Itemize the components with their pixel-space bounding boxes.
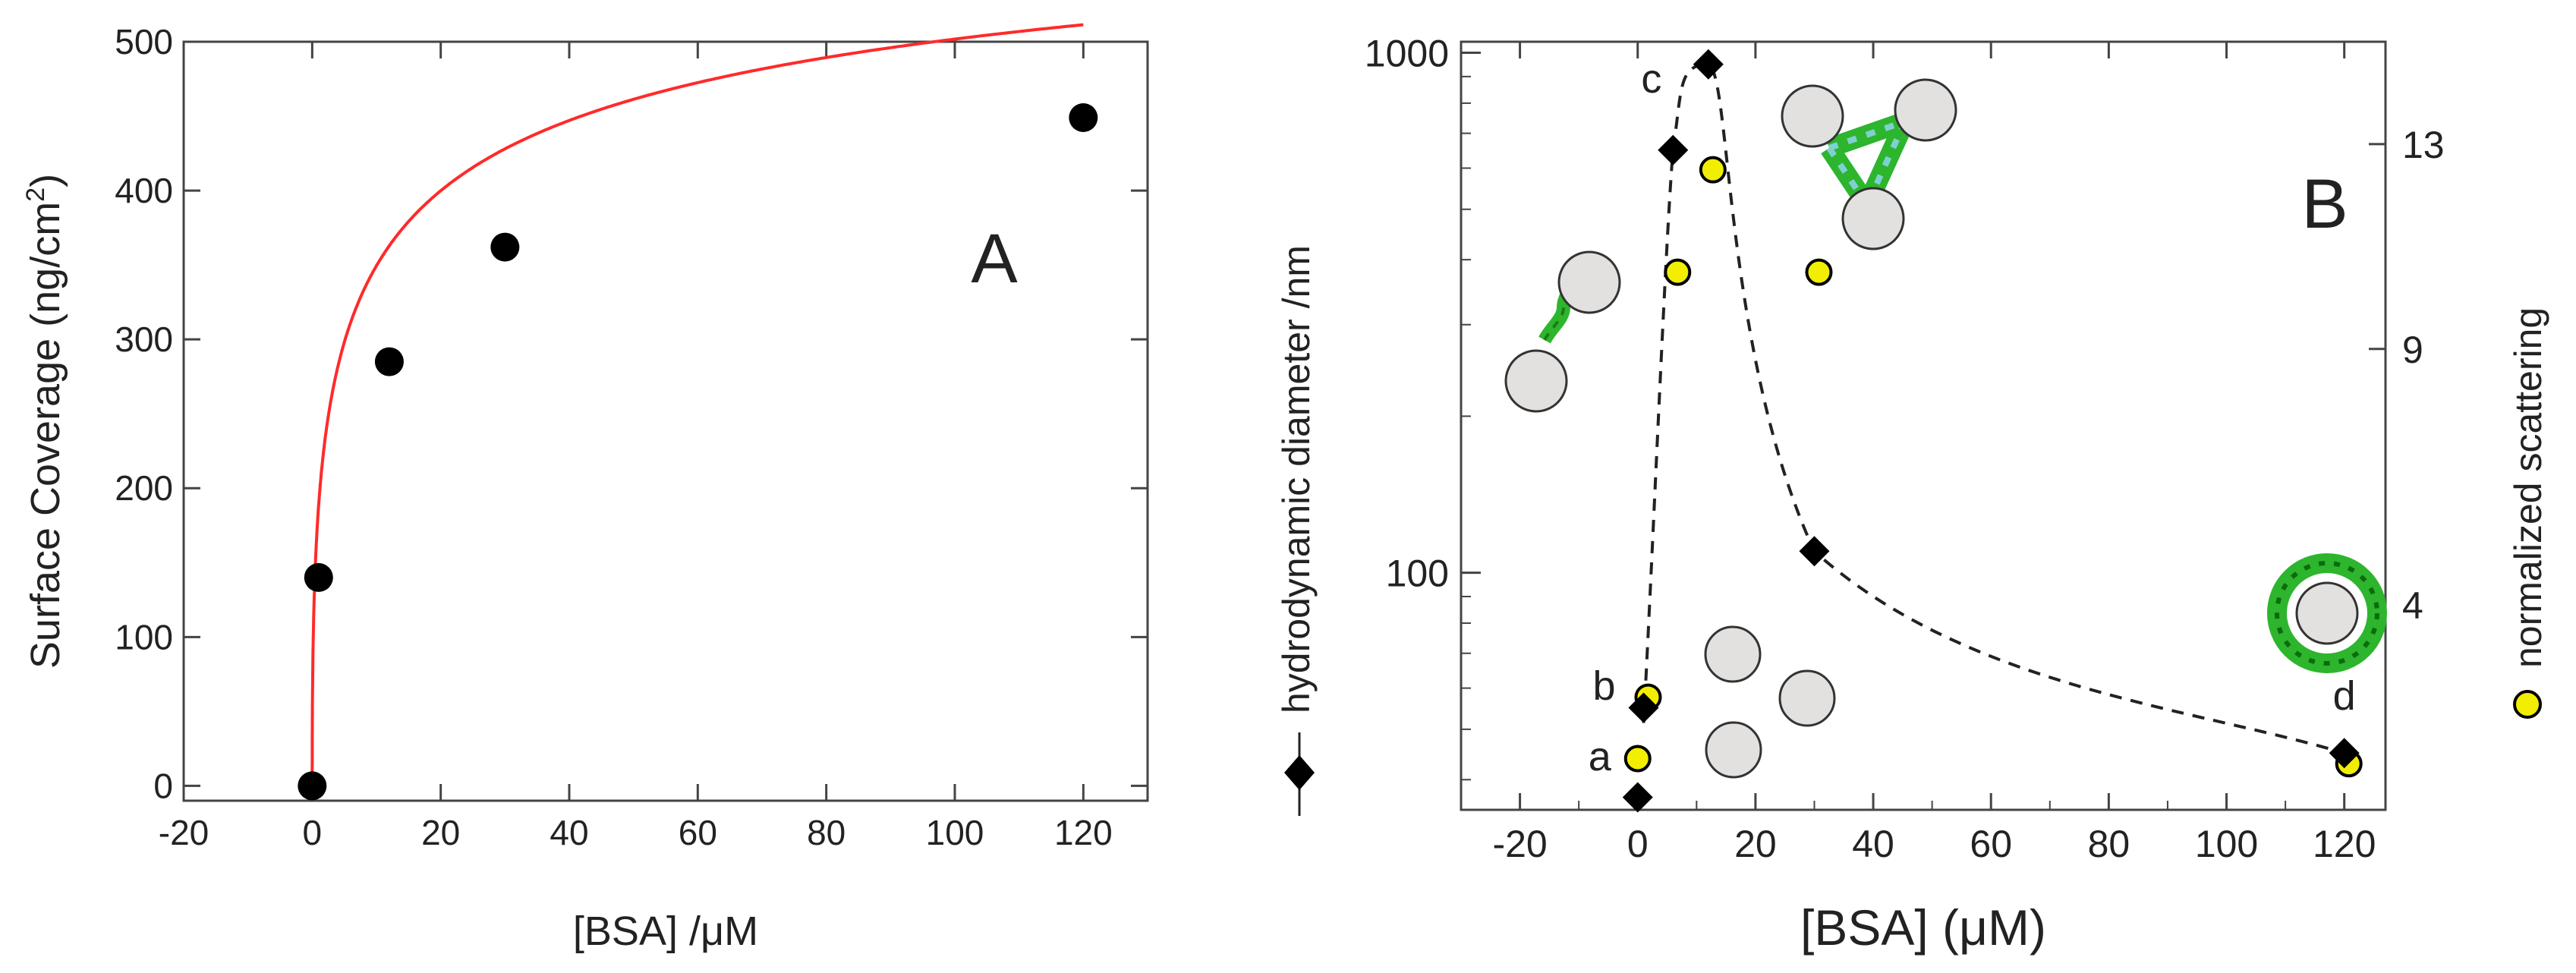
panel-b-frame [1460,40,2387,811]
panel-b-label: B [2301,165,2348,243]
protein-corona-illustration [2267,553,2387,673]
data-point [304,562,333,592]
panel-a-frame [182,40,1149,802]
diameter-point [1622,782,1653,813]
protein-triad-illustration [1781,78,1957,250]
protein-bridge-illustration [1504,250,1621,413]
x-tick-label: 40 [1852,823,1894,865]
panel-a-y-label: Surface Coverage (ng/cm2) [21,174,68,669]
panel-b-right-y-label: normalized scattering [2507,307,2549,668]
point-label: a [1589,734,1612,779]
scattering-point [1699,156,1727,184]
x-tick-label: -20 [159,813,209,852]
panel-b-left-legend [1284,732,1315,816]
x-tick-label: 120 [2313,823,2376,865]
right-y-tick-label: 4 [2402,584,2423,627]
scattering-point [1664,258,1692,286]
panel-a-x-ticks: -20 0 20 40 60 80 100 120 [159,42,1113,852]
panel-a-y-ticks: 0 100 200 300 400 500 [115,22,1148,805]
x-tick-label: 20 [1734,823,1777,865]
y-tick-label: 100 [115,617,173,657]
panel-a: -20 0 20 40 60 80 100 120 0 100 200 300 400 500 A [B… [21,22,1149,954]
data-point [490,232,520,262]
diameter-point [1628,692,1659,723]
x-tick-label: 0 [303,813,323,852]
right-y-tick-label: 13 [2402,124,2445,166]
panel-a-label: A [971,220,1018,298]
left-y-tick-label: 1000 [1365,33,1449,75]
y-tick-label: 0 [153,766,173,805]
scattering-point [1623,745,1652,773]
right-y-tick-label: 9 [2402,329,2423,371]
y-tick-label: 300 [115,320,173,359]
point-label: d [2333,673,2356,719]
legend-diamond-marker [1284,755,1315,790]
x-tick-label: 120 [1054,813,1113,852]
panel-b-scattering-points [1623,156,2363,778]
x-tick-label: 100 [926,813,984,852]
panel-b-dashed-guide [1642,62,2345,755]
panel-b-diameter-points [1622,49,2360,813]
panel-b-left-y-label: hydrodynamic diameter /nm [1275,245,1318,713]
particle-illustrations [1504,78,2387,779]
x-tick-label: 40 [550,813,588,852]
x-tick-label: 20 [421,813,460,852]
panel-b-point-labels: ab c d [1589,56,2356,779]
left-y-tick-label: 100 [1386,553,1449,595]
panel-a-y-label-sup: 2 [21,187,50,202]
data-point [298,771,327,801]
legend-yellow-marker [2513,690,2542,719]
panel-a-points [298,103,1098,801]
x-tick-label: 80 [2088,823,2130,865]
x-tick-label: 100 [2195,823,2258,865]
x-tick-label: 60 [1970,823,2012,865]
x-tick-label: 80 [807,813,846,852]
diameter-point [1693,49,1724,80]
x-tick-label: -20 [1492,823,1547,865]
x-tick-label: 60 [679,813,717,852]
diameter-point [1799,536,1830,567]
y-tick-label: 200 [115,468,173,508]
panel-b-left-y-ticks: 100 1000 [1365,33,1481,781]
panel-b-right-y-ticks: 4 9 13 [2369,124,2445,627]
panel-b: -20 0 20 40 60 80 100 120 100 1000 4 9 13 [1275,33,2549,956]
diameter-point [2329,738,2360,769]
panel-a-fit-curve [310,23,1084,786]
y-tick-label: 500 [115,22,173,61]
data-point [374,347,404,376]
panel-a-y-label-close: ) [23,174,68,187]
panel-b-x-ticks: -20 0 20 40 60 80 100 120 [1460,42,2376,865]
dispersed-particles-illustration [1704,625,1836,779]
x-tick-label: 0 [1627,823,1649,865]
scattering-point [1805,258,1833,286]
panel-a-x-label: [BSA] /μM [573,908,758,954]
point-label: c [1641,56,1661,102]
point-label: b [1592,663,1615,709]
data-point [1069,103,1098,132]
y-tick-label: 400 [115,171,173,210]
diameter-point [1658,134,1689,165]
panel-a-y-label-main: Surface Coverage (ng/cm [23,202,68,669]
panel-b-x-label: [BSA] (μM) [1800,899,2046,956]
